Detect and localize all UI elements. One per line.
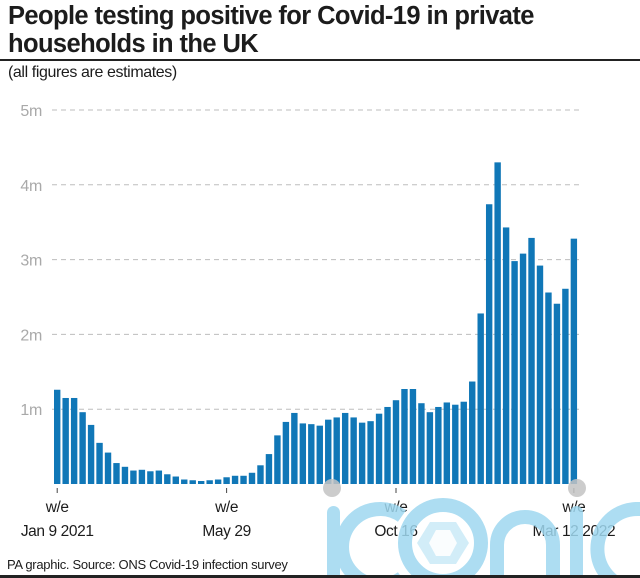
bar <box>308 424 315 484</box>
bar <box>401 389 408 484</box>
bar <box>274 435 281 484</box>
bar <box>418 403 425 484</box>
bar <box>206 480 213 484</box>
bar <box>435 406 442 484</box>
bar <box>299 423 307 484</box>
bar <box>562 288 569 484</box>
bar <box>452 404 459 484</box>
bar <box>502 227 510 484</box>
bar <box>536 265 544 484</box>
source-note: PA graphic. Source: ONS Covid-19 infecti… <box>7 557 288 572</box>
bar <box>113 463 120 484</box>
bar <box>553 303 561 484</box>
x-tick-label-line1: w/e <box>561 499 585 516</box>
x-axis: w/e Jan 9 2021 w/e May 29 w/e Oct 16 w/e Mar 12… <box>21 488 616 540</box>
bar <box>104 452 112 484</box>
y-tick-label: 3m <box>20 253 42 270</box>
bar <box>570 238 578 484</box>
bar <box>96 442 103 484</box>
bar <box>341 412 349 484</box>
y-tick-label: 4m <box>20 178 42 195</box>
title-divider <box>0 59 640 61</box>
bar <box>367 421 374 484</box>
chart-title: People testing positive for Covid-19 in … <box>8 2 534 58</box>
chart-subtitle: (all figures are estimates) <box>8 64 177 81</box>
y-tick-label: 1m <box>20 402 42 419</box>
bar <box>197 481 205 484</box>
bar <box>443 402 451 484</box>
y-tick-label: 2m <box>20 327 42 344</box>
bar <box>231 475 239 484</box>
bar <box>223 477 230 484</box>
bar <box>426 412 434 484</box>
bar <box>54 389 61 484</box>
bar <box>511 261 518 484</box>
bar <box>469 381 476 484</box>
bar <box>121 466 129 484</box>
bar <box>325 419 332 484</box>
x-tick-label-line2: May 29 <box>202 523 250 540</box>
bar <box>409 389 417 484</box>
bar <box>316 425 323 484</box>
bar <box>350 417 357 484</box>
bar <box>392 400 400 484</box>
bar <box>130 470 137 484</box>
x-tick-label-line1: w/e <box>214 499 238 516</box>
bar <box>265 454 273 484</box>
bar <box>155 470 163 484</box>
x-tick-label-line2: Jan 9 2021 <box>21 523 94 540</box>
bar <box>333 417 340 484</box>
bottom-divider <box>0 575 640 578</box>
bars <box>54 162 578 485</box>
gridlines <box>52 109 580 410</box>
bar <box>172 476 179 484</box>
bar <box>214 479 222 484</box>
bar <box>70 397 78 484</box>
bar <box>248 472 256 484</box>
bar <box>138 469 146 484</box>
bar <box>384 406 391 484</box>
y-tick-label: 5m <box>20 103 42 120</box>
x-tick-label-line1: w/e <box>384 499 408 516</box>
bar <box>519 253 527 484</box>
bar <box>494 162 501 485</box>
bar <box>545 292 552 484</box>
bar <box>240 475 247 484</box>
y-axis: 1m 2m 3m 4m 5m <box>20 103 42 419</box>
bar <box>282 421 290 484</box>
x-tick-label-line2: Mar 12 2022 <box>533 523 616 540</box>
bar <box>477 313 484 484</box>
bar <box>375 413 383 484</box>
bar <box>358 422 366 484</box>
bar <box>485 204 493 484</box>
bar <box>62 397 69 484</box>
bar <box>291 412 298 484</box>
x-tick-label-line1: w/e <box>45 499 69 516</box>
bar <box>147 471 154 484</box>
bar <box>189 480 196 484</box>
bar <box>164 474 171 484</box>
bar <box>181 479 188 484</box>
bar <box>528 237 535 484</box>
bar <box>257 465 264 484</box>
x-tick-label-line2: Oct 16 <box>374 523 417 540</box>
bar <box>87 424 95 484</box>
bar <box>460 401 467 484</box>
bar <box>79 412 86 484</box>
